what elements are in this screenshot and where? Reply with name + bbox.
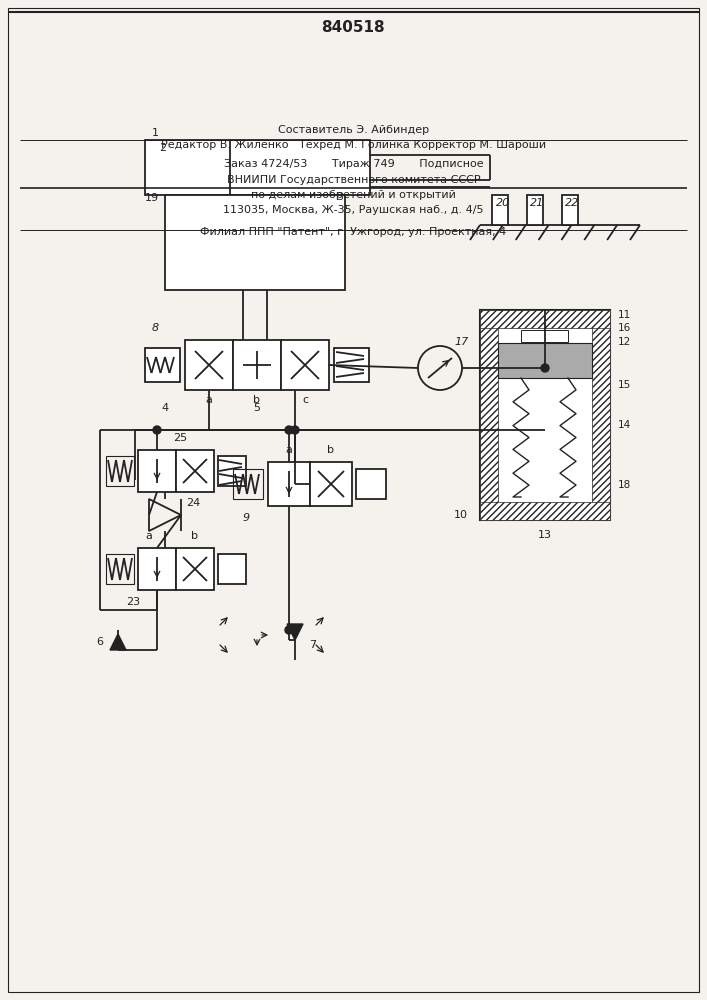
Text: 22: 22: [565, 198, 579, 208]
Bar: [176, 548, 214, 590]
Text: c: c: [302, 395, 308, 405]
Bar: [334, 348, 369, 382]
Text: 6: 6: [96, 637, 103, 647]
Text: 20: 20: [496, 198, 510, 208]
Text: 21: 21: [530, 198, 544, 208]
Text: 9: 9: [243, 513, 250, 523]
Text: 3: 3: [337, 192, 344, 202]
Text: 12: 12: [618, 337, 631, 347]
Text: a: a: [286, 445, 293, 455]
Text: 113035, Москва, Ж-35, Раушская наб., д. 4/5: 113035, Москва, Ж-35, Раушская наб., д. …: [223, 205, 484, 215]
Text: a: a: [206, 395, 212, 405]
Text: 840518: 840518: [321, 20, 385, 35]
Bar: [498, 343, 592, 378]
Bar: [310, 462, 352, 506]
Circle shape: [153, 426, 161, 434]
Bar: [165, 195, 345, 290]
Bar: [218, 456, 246, 486]
Bar: [562, 195, 578, 225]
Bar: [480, 310, 498, 520]
Text: Составитель Э. Айбиндер: Составитель Э. Айбиндер: [278, 125, 429, 135]
Text: 25: 25: [173, 433, 187, 443]
Bar: [138, 548, 176, 590]
Circle shape: [285, 626, 293, 634]
Text: 16: 16: [618, 323, 631, 333]
Text: Заказ 4724/53       Тираж 749       Подписное: Заказ 4724/53 Тираж 749 Подписное: [223, 159, 484, 169]
Text: 19: 19: [145, 193, 159, 203]
Bar: [268, 462, 310, 506]
Bar: [145, 140, 370, 195]
Bar: [233, 469, 263, 499]
Text: 15: 15: [618, 380, 631, 390]
Text: a: a: [146, 531, 153, 541]
Bar: [218, 554, 246, 584]
Text: 13: 13: [538, 530, 552, 540]
Text: 11: 11: [618, 310, 631, 320]
Text: 1: 1: [151, 128, 158, 138]
Bar: [480, 310, 610, 520]
Text: Филиал ППП "Патент", г. Ужгород, ул. Проектная, 4: Филиал ППП "Патент", г. Ужгород, ул. Про…: [200, 227, 507, 237]
Text: по делам изобретений и открытий: по делам изобретений и открытий: [251, 190, 456, 200]
Bar: [492, 195, 508, 225]
Bar: [145, 348, 180, 382]
Bar: [176, 450, 214, 492]
Bar: [138, 450, 176, 492]
Text: 4: 4: [161, 403, 168, 413]
Text: 17: 17: [455, 337, 469, 347]
Bar: [356, 469, 386, 499]
Bar: [480, 502, 610, 520]
Text: 10: 10: [454, 510, 468, 520]
Bar: [106, 456, 134, 486]
Text: 23: 23: [126, 597, 140, 607]
Bar: [480, 310, 610, 328]
Bar: [592, 310, 610, 520]
Text: 14: 14: [618, 420, 631, 430]
Text: 24: 24: [186, 498, 200, 508]
Text: 2: 2: [160, 143, 167, 153]
Text: b: b: [327, 445, 334, 455]
Bar: [233, 340, 281, 390]
Polygon shape: [110, 634, 126, 650]
Text: 7: 7: [310, 640, 317, 650]
Text: 8: 8: [151, 323, 158, 333]
Circle shape: [291, 426, 299, 434]
Bar: [185, 340, 233, 390]
Polygon shape: [287, 624, 303, 640]
Text: b: b: [254, 395, 260, 405]
Bar: [106, 554, 134, 584]
Text: b: b: [192, 531, 199, 541]
Text: 5: 5: [254, 403, 260, 413]
Text: 18: 18: [618, 480, 631, 490]
Bar: [521, 330, 568, 342]
Bar: [281, 340, 329, 390]
Circle shape: [541, 364, 549, 372]
Text: ВНИИПИ Государственного комитета СССР: ВНИИПИ Государственного комитета СССР: [227, 175, 480, 185]
Text: Редактор В. Жиленко   Техред М. Голинка Корректор М. Шароши: Редактор В. Жиленко Техред М. Голинка Ко…: [161, 140, 546, 150]
Bar: [527, 195, 543, 225]
Circle shape: [285, 426, 293, 434]
